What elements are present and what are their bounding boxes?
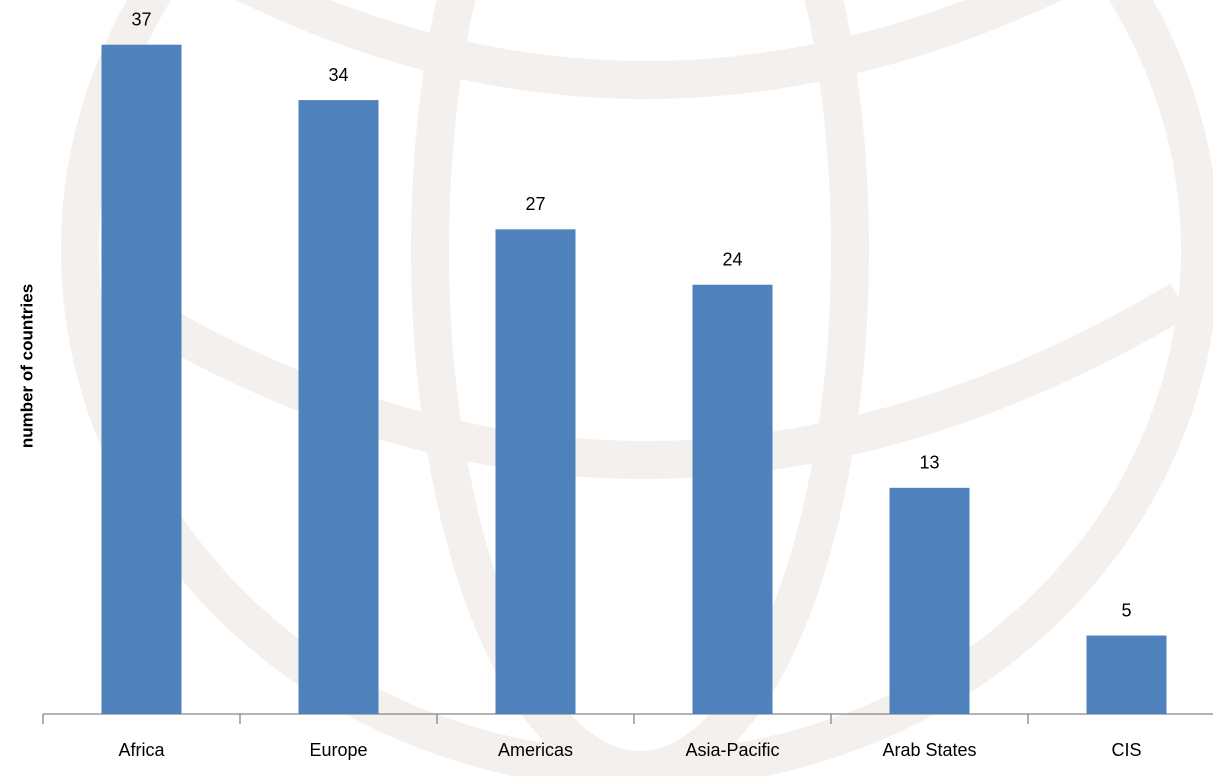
bar [101,44,182,714]
y-axis-label: number of countries [17,284,36,448]
x-tick-label: Americas [498,740,573,760]
bar [692,284,773,714]
data-label: 34 [328,65,348,85]
data-label: 27 [525,194,545,214]
x-tick-label: Africa [118,740,165,760]
bar [298,100,379,715]
x-tick-label: CIS [1111,740,1141,760]
bar [889,487,970,714]
x-tick-label: Europe [309,740,367,760]
data-label: 5 [1121,600,1131,620]
bar [1086,635,1167,714]
x-tick-label: Asia-Pacific [685,740,779,760]
x-tick-label: Arab States [882,740,976,760]
data-label: 13 [919,453,939,473]
data-label: 24 [722,249,742,269]
bar [495,229,576,715]
data-label: 37 [131,9,151,29]
watermark [61,0,1213,776]
